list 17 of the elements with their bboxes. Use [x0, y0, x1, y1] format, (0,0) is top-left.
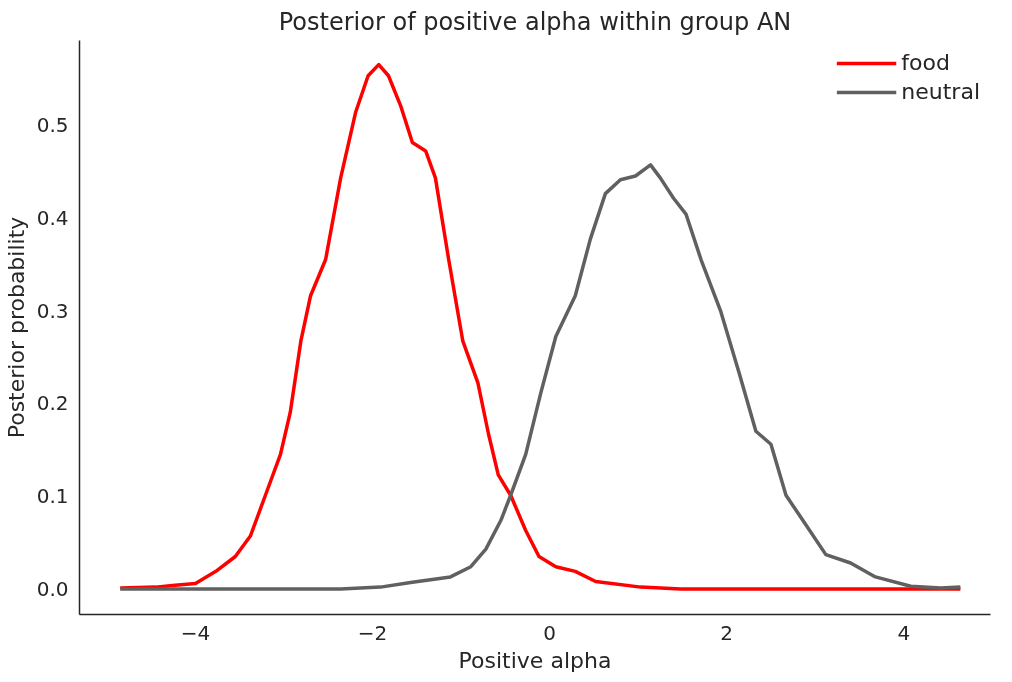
- x-tick-label: −4: [180, 620, 211, 645]
- legend-label: neutral: [901, 79, 980, 104]
- chart-title: Posterior of positive alpha within group AN: [278, 7, 792, 36]
- y-tick-label: 0.5: [36, 112, 69, 137]
- x-tick-label: 4: [897, 620, 911, 645]
- x-tick-label: 0: [543, 620, 556, 645]
- y-tick-label: 0.2: [36, 391, 69, 416]
- y-tick-label: 0.3: [36, 298, 69, 323]
- x-tick-label: −2: [357, 620, 388, 645]
- legend-label: food: [901, 50, 950, 75]
- y-tick-label: 0.0: [36, 576, 69, 601]
- y-tick-label: 0.1: [36, 484, 69, 509]
- x-axis-title: Positive alpha: [458, 647, 612, 673]
- line-series: [118, 163, 963, 591]
- y-tick-label: 0.4: [36, 205, 69, 230]
- x-tick-label: 2: [720, 620, 734, 645]
- y-axis-title: Posterior probability: [3, 216, 29, 439]
